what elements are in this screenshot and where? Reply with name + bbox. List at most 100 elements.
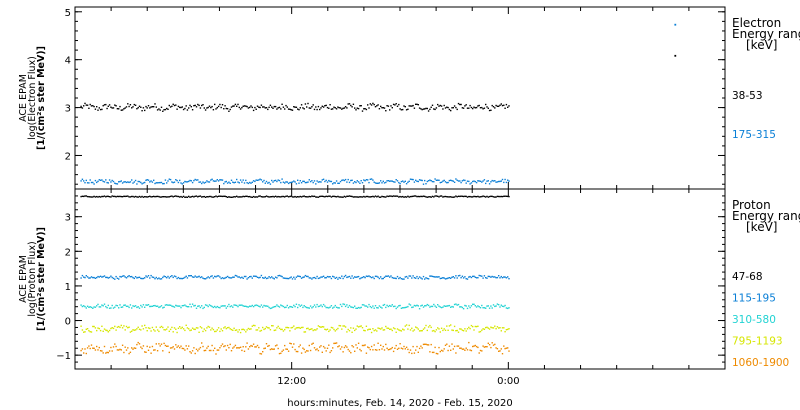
data-point <box>381 348 383 350</box>
data-point <box>409 178 412 180</box>
data-point <box>215 353 217 355</box>
data-point <box>453 277 456 279</box>
data-point <box>507 328 509 331</box>
data-point <box>404 180 406 182</box>
data-point <box>268 276 270 278</box>
data-point <box>181 305 183 307</box>
data-point <box>216 196 218 198</box>
data-point <box>364 305 366 307</box>
data-point <box>225 349 227 351</box>
data-point <box>459 274 461 277</box>
data-point <box>188 345 190 347</box>
data-point <box>457 331 460 333</box>
data-point <box>93 306 95 308</box>
data-point <box>385 306 387 309</box>
data-point <box>475 106 478 109</box>
data-point <box>386 275 388 277</box>
data-point <box>499 350 501 352</box>
data-point <box>315 306 317 308</box>
data-point <box>330 305 333 307</box>
data-point <box>114 325 116 328</box>
data-point <box>332 183 334 185</box>
data-point <box>474 325 476 328</box>
data-point <box>215 306 217 309</box>
data-point <box>499 327 501 329</box>
data-point <box>99 196 102 198</box>
data-point <box>239 179 242 181</box>
data-point <box>255 346 257 348</box>
data-point <box>308 307 310 309</box>
data-point <box>81 274 84 277</box>
data-point <box>268 196 270 198</box>
data-point <box>145 105 147 108</box>
data-point <box>171 181 173 183</box>
data-point <box>184 196 186 198</box>
data-point <box>214 305 216 308</box>
data-point <box>136 306 138 309</box>
data-point <box>142 182 145 184</box>
data-point <box>153 106 155 108</box>
data-point <box>503 276 505 278</box>
data-point <box>99 306 102 308</box>
data-point <box>368 181 370 184</box>
data-point <box>268 306 270 309</box>
data-point <box>107 105 109 107</box>
data-point <box>252 275 255 277</box>
data-point <box>404 106 406 108</box>
data-point <box>153 329 155 331</box>
data-point <box>186 327 189 329</box>
data-point <box>474 195 476 198</box>
data-point <box>168 351 170 354</box>
panel-frame <box>74 6 726 190</box>
data-point <box>435 107 438 109</box>
data-point <box>320 276 322 278</box>
data-point <box>118 195 120 198</box>
data-point <box>151 276 154 278</box>
data-point <box>136 343 138 346</box>
data-point <box>469 183 471 185</box>
data-point <box>84 102 86 105</box>
data-point <box>316 328 318 330</box>
data-point <box>374 305 377 307</box>
data-point <box>245 275 247 278</box>
data-point <box>482 328 484 330</box>
data-point <box>291 196 294 198</box>
data-point <box>107 195 109 198</box>
data-point <box>271 307 273 309</box>
data-point <box>500 103 502 105</box>
data-point <box>92 347 94 349</box>
data-point <box>215 276 217 278</box>
data-point <box>409 304 412 306</box>
data-point <box>498 275 500 277</box>
data-point <box>396 195 399 197</box>
data-point <box>251 181 253 183</box>
data-point <box>262 306 264 308</box>
data-point <box>262 277 264 279</box>
data-point <box>465 278 467 280</box>
data-point <box>133 347 135 349</box>
data-point <box>249 346 251 348</box>
data-point <box>365 179 368 181</box>
data-point <box>251 345 253 347</box>
data-point <box>226 182 229 184</box>
data-point <box>487 180 489 182</box>
data-point <box>247 306 250 308</box>
data-point <box>447 349 449 352</box>
data-point <box>127 305 129 307</box>
data-point <box>96 329 98 332</box>
data-point <box>265 195 268 197</box>
data-point <box>311 307 313 309</box>
data-point <box>370 331 373 334</box>
data-point <box>137 276 139 279</box>
data-point <box>492 344 495 346</box>
data-point <box>402 348 404 350</box>
data-point <box>350 277 352 279</box>
data-point <box>98 276 100 278</box>
data-point <box>243 350 246 352</box>
data-point <box>503 195 505 197</box>
data-point <box>326 306 329 309</box>
data-point <box>175 344 177 346</box>
data-point <box>287 327 290 329</box>
data-point <box>97 109 99 111</box>
data-point <box>308 195 310 198</box>
